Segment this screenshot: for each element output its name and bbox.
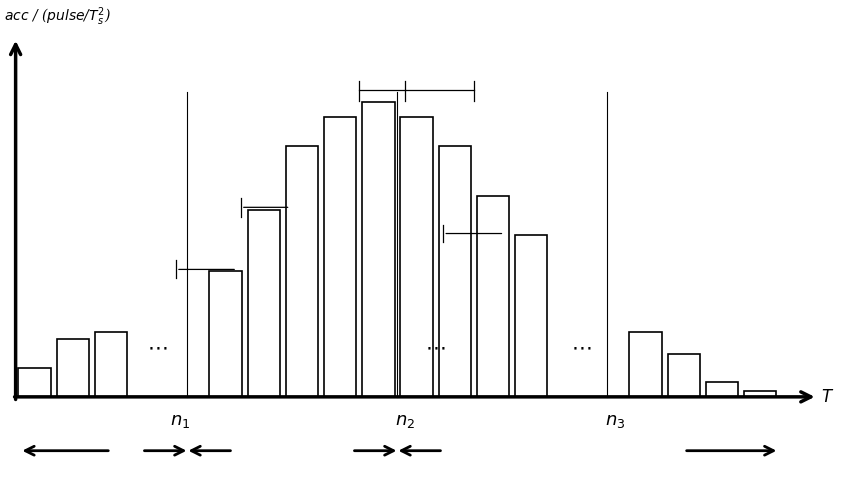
Text: $n_1$: $n_1$ [170,411,190,429]
Text: $n_2$: $n_2$ [395,411,415,429]
Bar [95,333,127,397]
Text: $\cdots$: $\cdots$ [571,337,591,356]
Bar [439,146,471,397]
Bar [668,354,700,397]
Bar [285,146,318,397]
Text: $acc$ / ($pulse$/$T_s^2$): $acc$ / ($pulse$/$T_s^2$) [4,5,111,28]
Bar [19,368,51,397]
Bar [362,103,395,397]
Text: $n_3$: $n_3$ [605,411,626,429]
Bar [324,118,356,397]
Text: $\cdots$: $\cdots$ [147,337,167,356]
Text: $T$: $T$ [821,388,834,406]
Bar [706,383,738,397]
Bar [514,236,547,397]
Bar [56,340,89,397]
Bar [248,211,280,397]
Bar [477,196,509,397]
Bar [400,118,433,397]
Text: $\cdots$: $\cdots$ [425,337,446,356]
Bar [744,392,776,397]
Bar [630,333,662,397]
Bar [210,272,242,397]
